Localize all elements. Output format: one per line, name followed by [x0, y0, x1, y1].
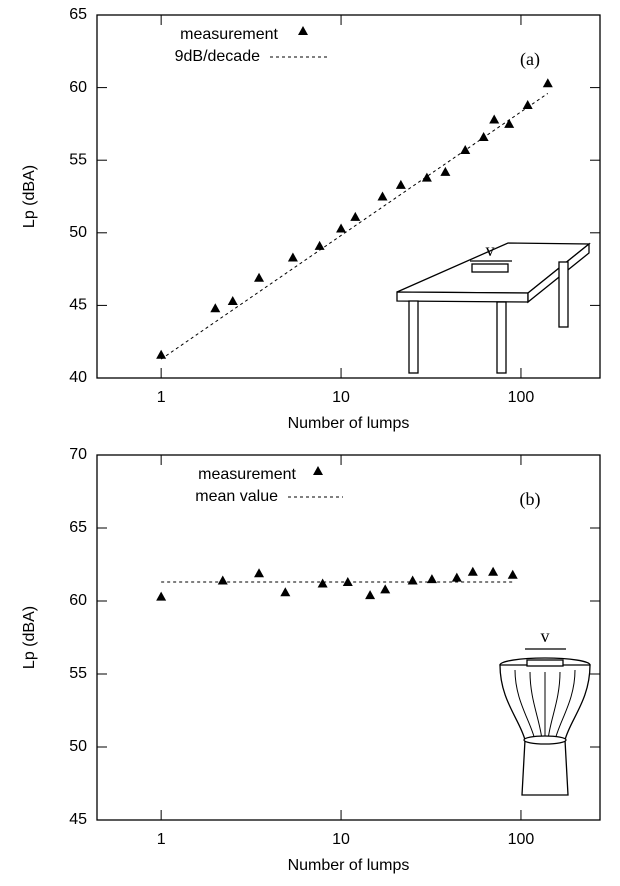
legend-swatch: [298, 26, 308, 35]
data-point: [522, 100, 533, 110]
data-point: [254, 272, 265, 282]
data-point: [280, 587, 291, 597]
y-axis-label: Lp (dBA): [21, 606, 38, 669]
x-tick-label: 100: [508, 831, 535, 848]
data-point: [217, 575, 228, 585]
legend-label: measurement: [180, 26, 278, 43]
legend-label: 9dB/decade: [175, 48, 261, 65]
data-point: [365, 590, 376, 600]
y-tick-label: 70: [69, 446, 87, 463]
data-point: [451, 572, 462, 582]
legend-swatch: [313, 466, 323, 475]
data-point: [407, 575, 418, 585]
panel-label: (a): [520, 49, 540, 70]
y-tick-label: 60: [69, 79, 87, 96]
data-point: [317, 578, 328, 588]
table-inset: v: [396, 240, 591, 374]
x-tick-label: 1: [157, 831, 166, 848]
data-point: [542, 78, 553, 88]
y-tick-label: 45: [69, 811, 87, 828]
data-point: [504, 118, 515, 128]
data-point: [478, 131, 489, 141]
x-tick-label: 10: [332, 389, 350, 406]
data-point: [380, 584, 391, 594]
trend-line: [160, 92, 549, 360]
inset-label: v: [486, 240, 495, 260]
data-point: [156, 349, 167, 359]
data-point: [395, 179, 406, 189]
panel-label: (b): [520, 489, 541, 510]
y-axis-label: Lp (dBA): [21, 165, 38, 228]
x-tick-label: 1: [157, 389, 166, 406]
y-tick-label: 45: [69, 297, 87, 314]
data-point: [507, 569, 518, 579]
x-tick-label: 10: [332, 831, 350, 848]
y-tick-label: 65: [69, 519, 87, 536]
data-point: [254, 568, 265, 578]
y-tick-label: 50: [69, 738, 87, 755]
data-point: [156, 591, 167, 601]
data-point: [210, 303, 221, 313]
legend-label: measurement: [198, 466, 296, 483]
data-point: [336, 223, 347, 233]
data-point: [227, 296, 238, 306]
data-point: [350, 211, 361, 221]
data-point: [421, 172, 432, 182]
y-tick-label: 50: [69, 224, 87, 241]
data-point: [488, 566, 499, 576]
legend-label: mean value: [195, 488, 278, 505]
data-point: [314, 240, 325, 250]
data-point: [287, 252, 298, 262]
y-tick-label: 60: [69, 592, 87, 609]
data-point: [426, 574, 437, 584]
data-point: [460, 145, 471, 155]
drum-inset: v: [499, 626, 591, 796]
data-point: [377, 191, 388, 201]
y-tick-label: 55: [69, 665, 87, 682]
data-point: [440, 166, 451, 176]
x-axis-label: Number of lumps: [288, 415, 410, 432]
y-tick-label: 40: [69, 369, 87, 386]
data-point: [467, 566, 478, 576]
y-tick-label: 65: [69, 6, 87, 23]
x-axis-label: Number of lumps: [288, 857, 410, 874]
inset-label: v: [541, 626, 550, 646]
plot-frame: [96, 14, 601, 379]
x-tick-label: 100: [508, 389, 535, 406]
data-point: [489, 114, 500, 124]
y-tick-label: 55: [69, 151, 87, 168]
plot-frame: [96, 454, 601, 821]
